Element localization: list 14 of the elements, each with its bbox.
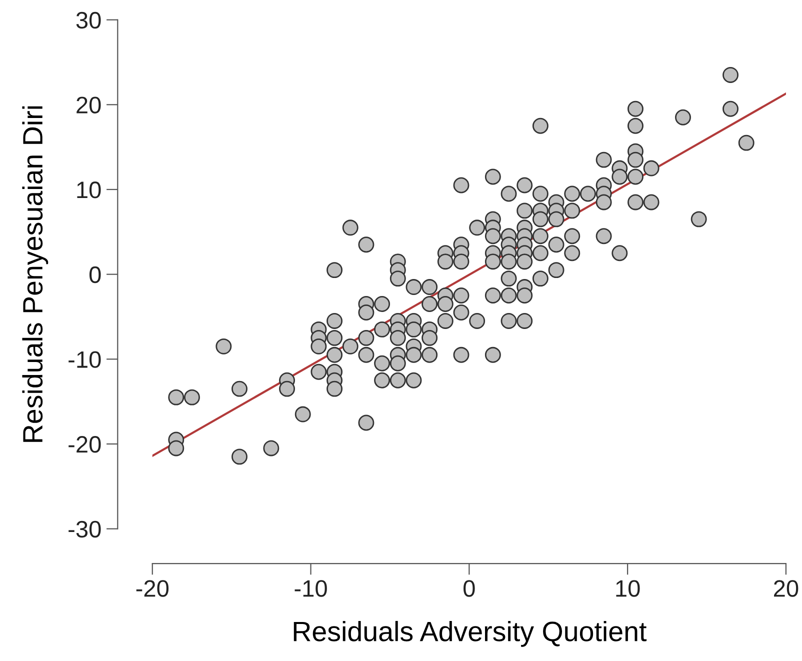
y-tick-label: -10 xyxy=(68,351,101,368)
x-tick-label: -20 xyxy=(136,580,169,597)
y-tick-label: -20 xyxy=(68,436,101,453)
x-tick-label: 0 xyxy=(464,580,475,597)
x-tick-label: 20 xyxy=(774,580,798,597)
x-tick-label: -10 xyxy=(294,580,327,597)
y-tick-label: 30 xyxy=(76,12,101,29)
y-tick-label: 20 xyxy=(76,96,101,114)
y-tick-label: -30 xyxy=(68,520,101,538)
x-axis-title: Residuals Adversity Quotient xyxy=(294,620,647,647)
y-tick-label: 10 xyxy=(77,182,101,198)
y-tick-label: 0 xyxy=(89,266,101,284)
y-axis-title: Residuals Penyesuaian Diri xyxy=(22,106,48,442)
x-tick-label: 10 xyxy=(616,580,640,597)
